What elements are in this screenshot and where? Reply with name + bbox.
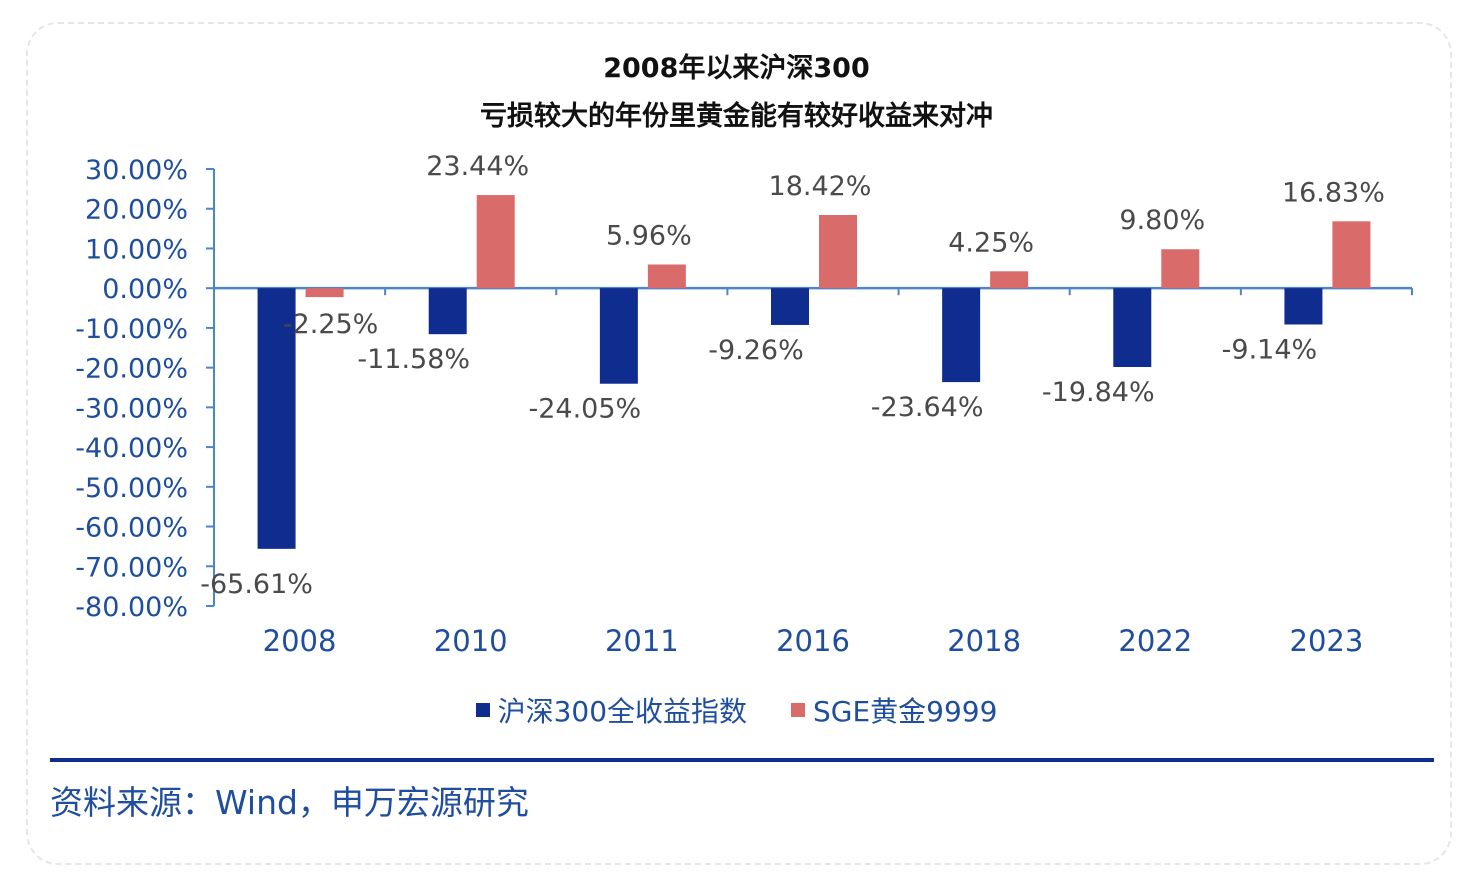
data-label: -23.64% xyxy=(871,392,984,423)
y-tick-label: -60.00% xyxy=(75,513,188,544)
data-label: 18.42% xyxy=(769,171,872,202)
y-tick-label: -30.00% xyxy=(75,393,188,424)
legend-item-series2: SGE黄金9999 xyxy=(791,690,997,730)
data-label: 5.96% xyxy=(606,221,692,252)
y-tick-label: 30.00% xyxy=(85,155,188,186)
bar-series2 xyxy=(305,288,344,298)
legend-label-series2: SGE黄金9999 xyxy=(813,695,998,728)
y-tick-label: 0.00% xyxy=(102,274,188,305)
bar-series1 xyxy=(771,288,809,325)
x-tick-label: 2023 xyxy=(1290,624,1364,658)
data-label: -65.61% xyxy=(200,569,313,600)
x-tick-label: 2016 xyxy=(776,624,850,658)
y-tick-label: -80.00% xyxy=(75,592,188,623)
bar-series1 xyxy=(428,288,467,335)
data-label: -9.26% xyxy=(708,335,804,366)
data-label: -9.14% xyxy=(1222,334,1318,365)
bar-series1 xyxy=(257,288,296,549)
y-tick-label: -50.00% xyxy=(75,473,188,504)
legend: 沪深300全收益指数 SGE黄金9999 xyxy=(0,690,1473,730)
x-tick-label: 2008 xyxy=(263,624,337,658)
source-note: 资料来源：Wind，申万宏源研究 xyxy=(50,783,529,822)
bar-series2 xyxy=(647,264,686,289)
data-label: -11.58% xyxy=(357,344,470,375)
bar-series1 xyxy=(1284,288,1323,325)
x-tick-label: 2022 xyxy=(1118,624,1192,658)
y-tick-label: -40.00% xyxy=(75,433,188,464)
bar-series2 xyxy=(819,215,857,289)
bar-series2 xyxy=(990,271,1029,289)
data-label: 16.83% xyxy=(1282,177,1385,208)
data-label: 9.80% xyxy=(1119,205,1205,236)
legend-swatch-series2 xyxy=(791,703,806,717)
data-label: 23.44% xyxy=(426,151,529,182)
bar-series1 xyxy=(942,288,981,383)
y-tick-label: -70.00% xyxy=(75,552,188,583)
bar-series1 xyxy=(1113,288,1152,368)
data-label: 4.25% xyxy=(948,227,1034,258)
legend-item-series1: 沪深300全收益指数 xyxy=(475,690,748,730)
bar-series1 xyxy=(599,288,638,384)
chart-title-line1: 2008年以来沪深300 xyxy=(603,53,870,84)
data-label: -24.05% xyxy=(529,394,642,425)
source-divider xyxy=(50,758,1434,762)
y-tick-label: 10.00% xyxy=(85,234,188,265)
y-tick-label: 20.00% xyxy=(85,195,188,226)
bar-series2 xyxy=(476,195,515,289)
data-label: -2.25% xyxy=(283,309,379,340)
y-tick-label: -20.00% xyxy=(75,354,188,385)
y-tick-label: -10.00% xyxy=(75,314,188,345)
bar-series2 xyxy=(1161,249,1200,289)
x-tick-label: 2010 xyxy=(434,624,508,658)
x-tick-label: 2011 xyxy=(605,624,679,658)
x-tick-label: 2018 xyxy=(947,624,1021,658)
legend-label-series1: 沪深300全收益指数 xyxy=(497,695,748,728)
data-label: -19.84% xyxy=(1042,377,1155,408)
legend-swatch-series1 xyxy=(475,703,490,717)
chart-title-line2: 亏损较大的年份里黄金能有较好收益来对冲 xyxy=(480,101,993,132)
bar-series2 xyxy=(1332,221,1371,289)
